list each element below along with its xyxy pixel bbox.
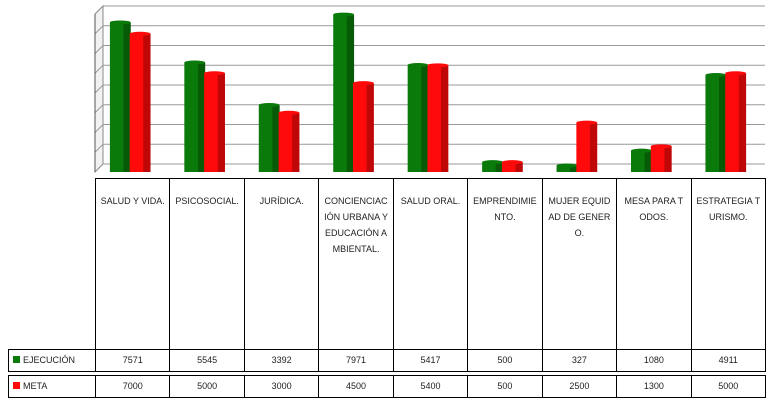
grid-line [94,25,765,35]
bar [129,33,151,172]
grid-line [94,143,765,153]
bar-cap [427,63,449,68]
category-label: MESA PARA TODOS. [616,178,692,350]
legend-swatch [13,356,20,363]
table-value: 1300 [616,375,692,398]
bar-cap [705,73,727,78]
bar [482,162,503,172]
bar-shade [495,162,503,172]
bar-shade [346,14,355,172]
bar-shade [143,33,151,172]
bar [333,14,355,172]
bar [109,22,131,173]
bar-cap [407,63,429,68]
bar-cap [129,31,151,36]
bar-cap [204,71,225,76]
bar-cap [333,12,355,17]
bar-cap [725,71,747,76]
category-label: SALUD ORAL. [392,178,469,350]
bar-cap [556,163,578,168]
table-value: 5545 [169,349,245,372]
bar [258,105,280,172]
table-value: 500 [467,349,543,372]
table-value: 7571 [95,349,171,372]
category-label: JURÍDICA. [243,178,320,350]
legend-entry: EJECUCIÓN [8,349,96,372]
bar [725,73,747,172]
bar-shade [441,65,449,172]
bar-cap [650,144,672,149]
bar-shade [644,150,652,172]
bar [556,165,578,172]
table-value: 500 [467,375,543,398]
table-value: 4500 [318,375,394,398]
bar-shade [366,83,374,172]
bar-cap [631,148,652,153]
table-value: 3000 [243,375,320,398]
table-value: 5400 [392,375,469,398]
table-value: 4911 [690,349,766,372]
grid-line [94,5,765,15]
bar-cap [109,20,131,25]
table-value: 3392 [243,349,320,372]
category-label: CONCIENCIACIÓN URBANA Y EDUCACIÓN AMBIEN… [318,178,394,350]
bar-shade [664,146,672,172]
grid-line [94,163,765,173]
table-value: 5000 [169,375,245,398]
bar-shade [292,112,300,172]
bar-shade [123,22,131,173]
bar-shade [738,73,747,172]
bar-cap [482,160,503,165]
bar [204,73,225,172]
bar-shade [515,162,523,172]
bar [427,65,449,172]
bar [501,162,523,172]
grid-line [94,124,765,133]
bar [278,112,300,172]
bar-shade [421,65,429,172]
bar-shade [217,73,225,172]
bar-cap [353,81,374,86]
bar-shade [589,122,598,172]
table-value: 5000 [690,375,766,398]
bar-cap [258,103,280,108]
category-label: PSICOSOCIAL. [169,178,245,350]
bar [576,122,598,172]
bar [631,150,652,172]
category-label: ESTRATEGIA TURISMO. [690,178,766,350]
legend-entry: META [8,375,96,398]
legend-swatch [13,382,20,389]
bar [353,83,374,172]
grid-line [94,64,765,74]
bar-cap [184,60,206,65]
bar-cap [278,110,300,115]
table-value: 1080 [616,349,692,372]
table-value: 2500 [541,375,618,398]
bar [407,65,429,172]
bar-shade [718,75,727,172]
bar [650,146,672,172]
category-label: EMPRENDIMIENTO. [467,178,543,350]
bar [705,75,727,172]
grid-line [94,104,765,114]
chart [94,4,765,174]
table-value: 7971 [318,349,394,372]
bar-shade [272,105,280,172]
table-value: 5417 [392,349,469,372]
bar [184,62,206,172]
bar-cap [576,120,598,125]
table-value: 7000 [95,375,171,398]
category-label: SALUD Y VIDA. [95,178,171,350]
bar-shade [197,62,206,172]
bar-shade [570,165,578,172]
table-value: 327 [541,349,618,372]
bar-cap [501,160,523,165]
grid-line [94,84,765,94]
grid-line [94,45,765,54]
category-label: MUJER EQUIDAD DE GENERO. [541,178,618,350]
